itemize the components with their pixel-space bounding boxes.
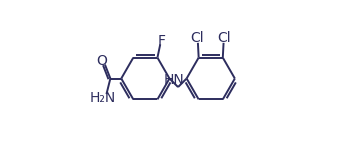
Text: O: O xyxy=(97,54,108,68)
Text: H₂N: H₂N xyxy=(89,91,116,105)
Text: Cl: Cl xyxy=(190,31,204,45)
Text: F: F xyxy=(157,34,166,48)
Text: Cl: Cl xyxy=(217,31,231,45)
Text: HN: HN xyxy=(164,73,185,87)
